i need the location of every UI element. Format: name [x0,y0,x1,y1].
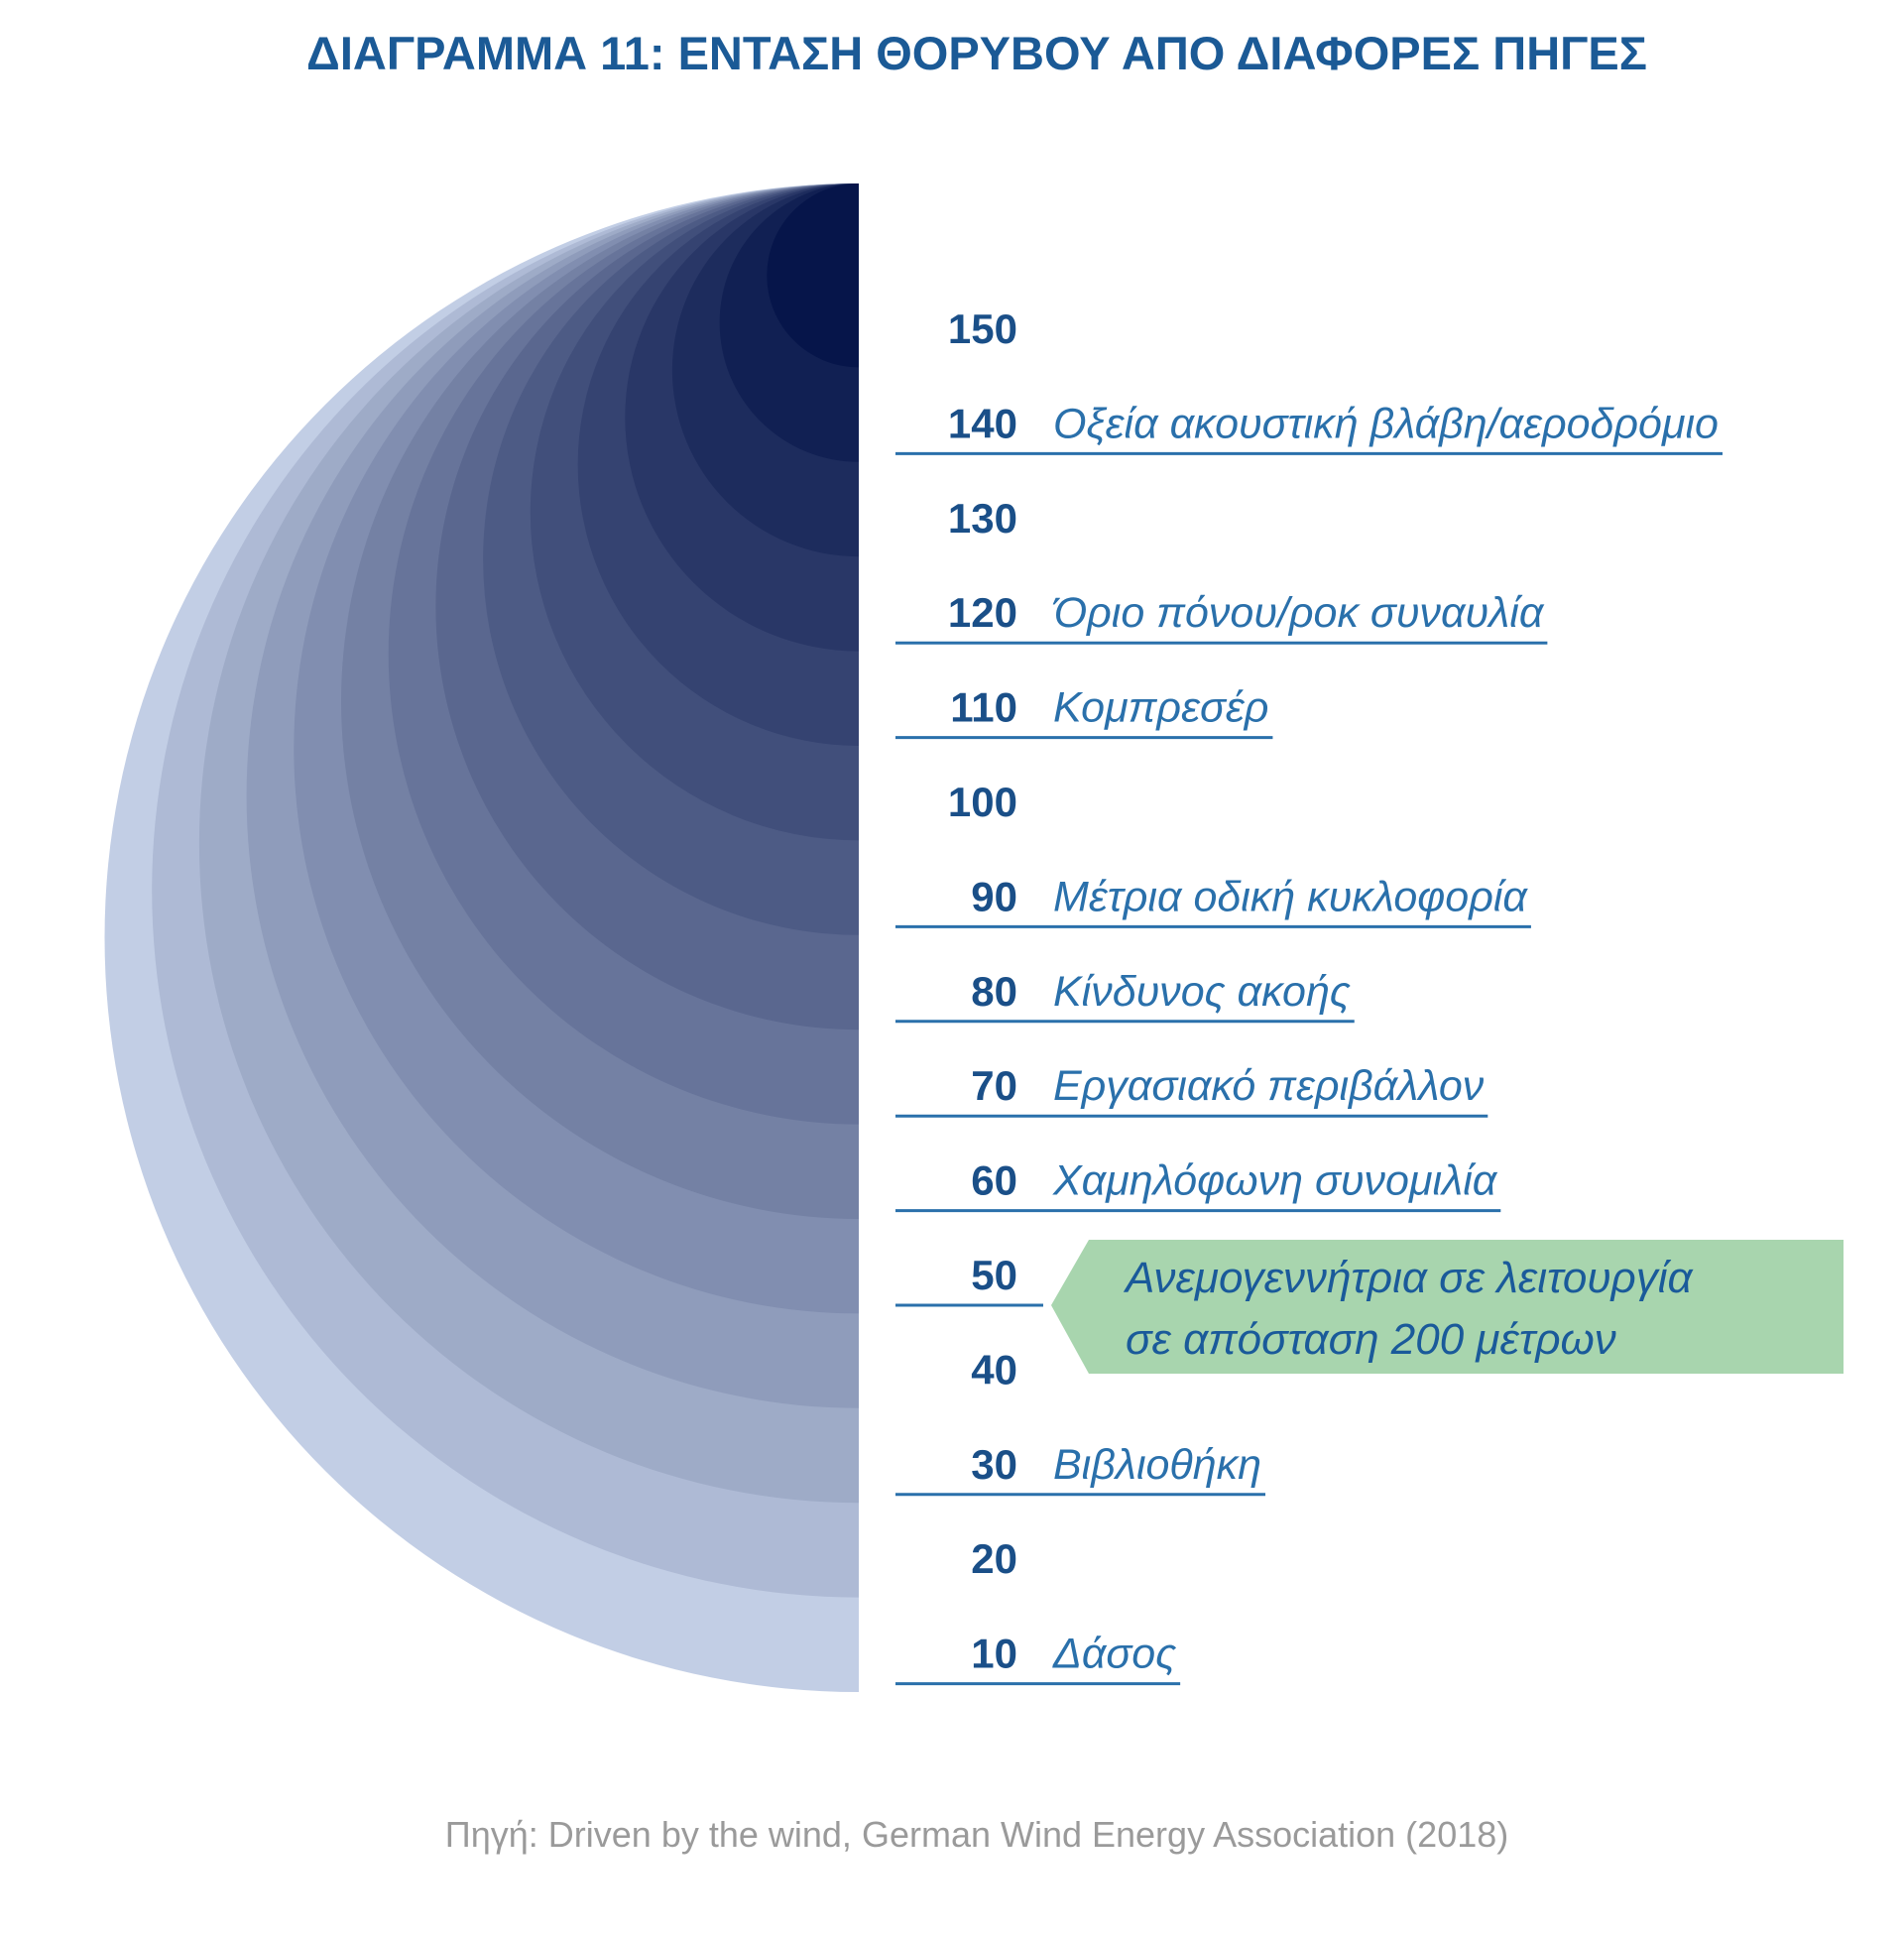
intensity-ring-150 [767,183,859,368]
scale-value: 140 [948,400,1017,446]
source-label: Δάσος [1052,1631,1176,1678]
scale-value: 70 [971,1062,1017,1109]
source-label: Βιβλιοθήκη [1053,1441,1261,1489]
scale-value: 100 [948,779,1017,825]
scale-value: 110 [950,684,1017,731]
scale-value: 150 [948,305,1017,352]
scale-value: 50 [971,1252,1017,1298]
highlight-arrow-box [1051,1240,1844,1374]
scale-value: 60 [971,1157,1017,1204]
scale-row-100: 100 [948,779,1017,825]
highlight-line-2: σε απόσταση 200 μέτρων [1126,1315,1616,1364]
source-label: Κομπρεσέρ [1053,684,1268,732]
scale-row-90: 90 Μέτρια οδική κυκλοφορία [895,873,1531,928]
scale-row-140: 140 Οξεία ακουστική βλάβη/αεροδρόμιο [895,400,1723,455]
scale-value: 120 [948,589,1017,636]
highlight-callout: Ανεμογεννήτρια σε λειτουργία σε απόσταση… [1051,1240,1844,1374]
scale-row-40: 40 [971,1346,1017,1393]
source-label: Εργασιακό περιβάλλον [1053,1062,1485,1110]
highlight-line-1: Ανεμογεννήτρια σε λειτουργία [1123,1254,1695,1302]
scale-row-30: 30 Βιβλιοθήκη [895,1441,1266,1497]
scale-value: 20 [971,1535,1017,1582]
scale-row-50: 50 [895,1252,1043,1307]
scale-row-120: 120 Όριο πόνου/ροκ συναυλία [895,589,1548,645]
scale-row-60: 60 Χαμηλόφωνη συνομιλία [895,1157,1501,1213]
scale-value: 90 [971,873,1017,919]
scale-labels: 150 140 Οξεία ακουστική βλάβη/αεροδρόμιο 13… [895,305,1723,1686]
scale-value: 130 [948,495,1017,542]
intensity-rings [104,183,860,1692]
source-label: Όριο πόνου/ροκ συναυλία [1052,589,1545,637]
chart-title: ΔΙΑΓΡΑΜΜΑ 11: ΕΝΤΑΣΗ ΘΟΡΥΒΟΥ ΑΠΟ ΔΙΑΦΟΡΕ… [306,27,1647,79]
scale-row-110: 110 Κομπρεσέρ [895,684,1273,740]
scale-value: 30 [971,1441,1017,1488]
scale-row-150: 150 [948,305,1017,352]
source-label: Κίνδυνος ακοής [1053,968,1351,1016]
source-label: Μέτρια οδική κυκλοφορία [1053,873,1528,920]
source-label: Χαμηλόφωνη συνομιλία [1052,1157,1498,1205]
scale-value: 40 [971,1346,1017,1393]
source-note: Πηγή: Driven by the wind, German Wind En… [445,1814,1509,1855]
scale-row-20: 20 [971,1535,1017,1582]
source-label: Οξεία ακουστική βλάβη/αεροδρόμιο [1053,400,1719,447]
scale-row-130: 130 [948,495,1017,542]
scale-row-70: 70 Εργασιακό περιβάλλον [895,1062,1488,1118]
scale-row-10: 10 Δάσος [895,1631,1181,1686]
scale-value: 10 [971,1631,1017,1677]
scale-value: 80 [971,968,1017,1015]
scale-row-80: 80 Κίνδυνος ακοής [895,968,1355,1024]
